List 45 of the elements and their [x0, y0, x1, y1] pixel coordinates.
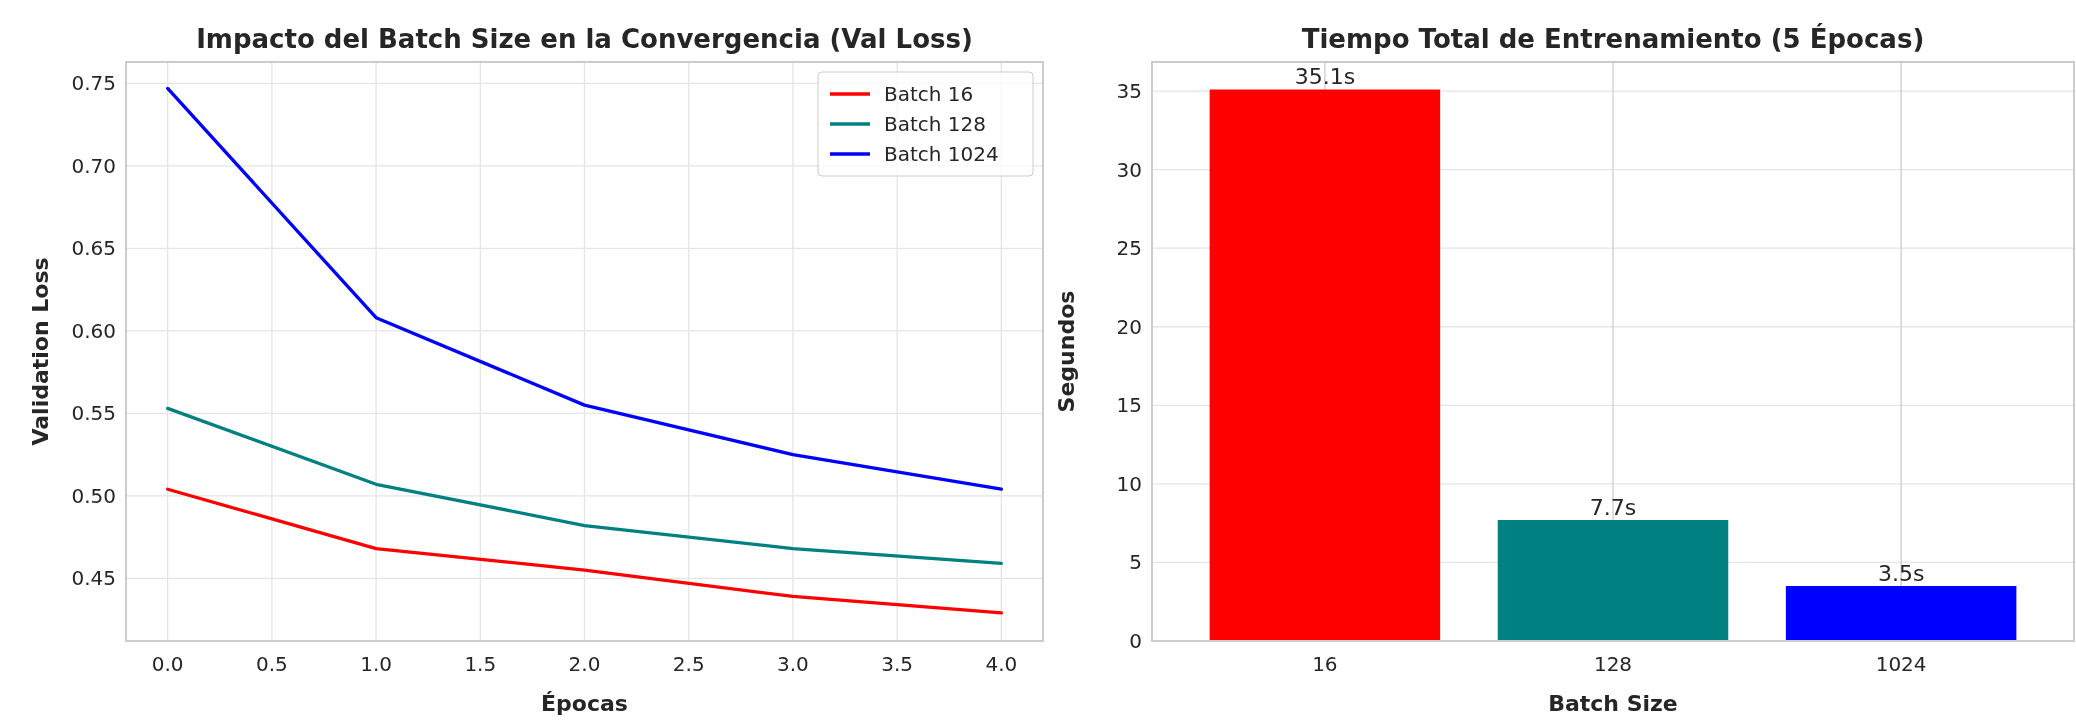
- y-tick-label: 0.60: [71, 318, 116, 343]
- x-tick-label: 4.0: [985, 652, 1018, 676]
- y-tick-label: 15: [1116, 393, 1142, 418]
- y-tick-label: 20: [1116, 314, 1142, 339]
- x-tick-label: 1.0: [360, 652, 392, 676]
- data-label: 35.1s: [1294, 64, 1356, 90]
- bar: [1497, 520, 1729, 641]
- chart-title: Tiempo Total de Entrenamiento (5 Épocas): [1301, 23, 1925, 54]
- y-tick-label: 25: [1116, 236, 1142, 261]
- x-tick-label: 16: [1312, 652, 1338, 676]
- y-tick-label: 0.50: [71, 483, 116, 508]
- y-tick-label: 0.55: [71, 401, 116, 426]
- line-series: [166, 86, 1003, 491]
- y-tick-label: 0.65: [71, 236, 116, 261]
- chart-title: Impacto del Batch Size en la Convergencia (Val Loss): [196, 24, 973, 54]
- data-label: 7.7s: [1589, 495, 1637, 521]
- y-tick-label: 5: [1129, 550, 1142, 575]
- y-axis-title: Validation Loss: [28, 257, 53, 446]
- x-axis-title: Épocas: [541, 691, 628, 716]
- y-tick-label: 10: [1116, 471, 1142, 496]
- data-label: 3.5s: [1877, 561, 1925, 587]
- legend-label: Batch 1024: [884, 142, 999, 166]
- x-axis-title: Batch Size: [1548, 691, 1678, 716]
- legend-label: Batch 128: [884, 112, 987, 136]
- y-tick-label: 0.45: [71, 566, 116, 591]
- x-tick-label: 0.0: [151, 652, 184, 676]
- x-tick-label: 0.5: [255, 652, 288, 676]
- bar: [1209, 89, 1441, 641]
- legend-label: Batch 16: [884, 82, 974, 106]
- x-tick-label: 1024: [1875, 652, 1927, 676]
- y-tick-label: 0.75: [71, 71, 116, 96]
- x-tick-label: 3.0: [777, 652, 809, 676]
- y-tick-label: 0.70: [71, 153, 116, 178]
- x-tick-label: 128: [1593, 652, 1633, 676]
- line-series: [166, 487, 1003, 615]
- bar: [1785, 586, 2017, 641]
- line-series: [166, 406, 1003, 566]
- x-tick-label: 2.5: [672, 652, 705, 676]
- y-axis-title: Segundos: [1054, 290, 1079, 413]
- x-tick-label: 3.5: [881, 652, 914, 676]
- y-tick-label: 35: [1116, 79, 1142, 104]
- x-tick-label: 1.5: [464, 652, 497, 676]
- x-tick-label: 2.0: [568, 652, 601, 676]
- y-tick-label: 30: [1116, 157, 1142, 182]
- y-tick-label: 0: [1129, 629, 1142, 653]
